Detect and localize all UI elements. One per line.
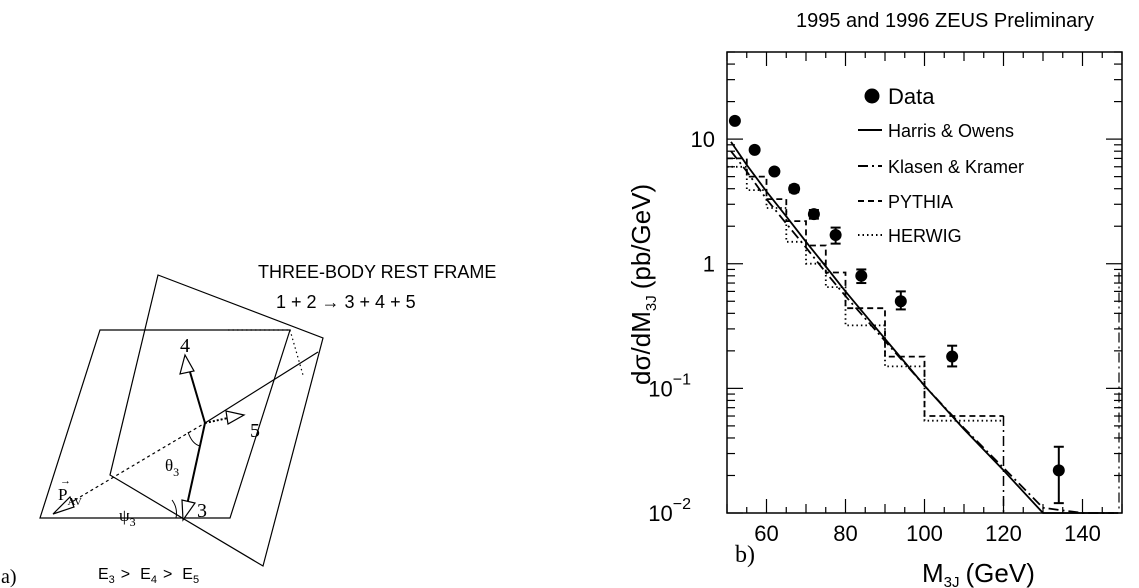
- data-point: [728, 114, 741, 127]
- legend: Data Harris & Owens Klasen & Kramer PYTH…: [858, 84, 1024, 246]
- p-av-vector-arrow: →: [60, 475, 71, 487]
- particle-5-arrowhead: [225, 410, 246, 425]
- y-tick-label: 10: [691, 127, 715, 152]
- data-point: [829, 229, 842, 242]
- legend-label-harris-owens: Harris & Owens: [888, 121, 1014, 141]
- legend-marker-data: [864, 88, 880, 104]
- legend-label-klasen-kramer: Klasen & Kramer: [888, 157, 1024, 177]
- p-av-arrowhead: [52, 495, 75, 515]
- beam-axis: [204, 351, 319, 424]
- reaction-label: 1 + 2 → 3 + 4 + 5: [276, 292, 416, 312]
- panel-b-header: 1995 and 1996 ZEUS Preliminary: [796, 10, 1094, 32]
- particle-3-arrowhead: [181, 499, 197, 522]
- panel-a-tag: a): [1, 566, 17, 588]
- data-point: [946, 350, 959, 363]
- psi-arc: [171, 499, 177, 519]
- series-klasen-kramer: [730, 150, 1122, 514]
- y-tick-label: 1: [703, 252, 715, 277]
- legend-label-herwig: HERWIG: [888, 226, 962, 246]
- data-point: [1052, 464, 1065, 477]
- plane-right: [109, 274, 324, 567]
- x-tick-label: 60: [754, 521, 778, 546]
- data-point: [894, 295, 907, 308]
- series-harris-owens: [730, 141, 1115, 514]
- y-tick-label: 10−1: [648, 371, 691, 401]
- x-tick-label: 80: [833, 521, 857, 546]
- label-5: 5: [250, 420, 260, 442]
- label-4: 4: [180, 335, 190, 357]
- plane-hidden-edge-2: [289, 329, 304, 376]
- plane-left: [39, 329, 291, 519]
- beam-axis-dashed: [74, 422, 206, 501]
- x-axis-title: M3J (GeV): [922, 558, 1035, 588]
- particle-4-track: [189, 371, 206, 424]
- y-axis-title: dσ/dM3J(pb/GeV): [626, 184, 660, 385]
- panel-b: 1995 and 1996 ZEUS Preliminary b) 60 80 10…: [626, 10, 1123, 588]
- data-point: [807, 208, 820, 221]
- energy-ordering: E3 > E4 > E5: [98, 566, 199, 586]
- particle-3-track: [186, 422, 206, 506]
- x-tick-label: 100: [906, 521, 943, 546]
- plot-area: 60 80 100 120 140 10 1 10−1 10−2: [648, 51, 1123, 546]
- data-point: [788, 182, 801, 195]
- panel-a-title: THREE-BODY REST FRAME: [258, 262, 496, 282]
- legend-label-data: Data: [888, 84, 935, 109]
- legend-label-pythia: PYTHIA: [888, 192, 953, 212]
- series-herwig: [727, 165, 1004, 422]
- label-3: 3: [197, 500, 207, 522]
- theta-label: θ3: [165, 456, 179, 479]
- series-pythia: [727, 157, 1004, 417]
- panel-b-tag: b): [735, 542, 755, 568]
- y-tick-label: 10−2: [648, 496, 691, 526]
- data-point: [768, 165, 781, 178]
- theta-arc: [187, 431, 201, 447]
- p-av-label: PAV: [58, 485, 82, 508]
- x-tick-label: 120: [985, 521, 1022, 546]
- x-tick-label: 140: [1064, 521, 1101, 546]
- data-point: [855, 269, 868, 282]
- panel-a: THREE-BODY REST FRAME 1 + 2 → 3 + 4 + 5 …: [1, 262, 496, 588]
- psi-label: ψ3: [119, 506, 136, 529]
- data-point: [748, 143, 761, 156]
- particle-4-arrowhead: [179, 353, 195, 375]
